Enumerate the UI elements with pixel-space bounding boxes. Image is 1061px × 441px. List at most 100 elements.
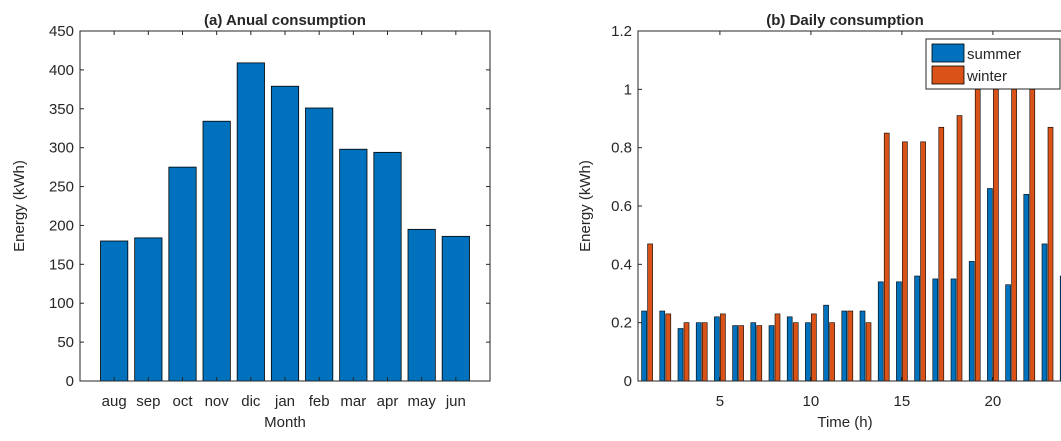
x-tick-label: oct: [172, 393, 193, 410]
bar: [100, 240, 129, 382]
x-tick-label: 20: [985, 393, 1002, 410]
legend-label: summer: [967, 46, 1021, 63]
y-axis-label: Energy (kWh): [11, 160, 28, 252]
x-tick-label: sep: [136, 393, 160, 410]
bar-series: [100, 62, 470, 382]
bar: [407, 228, 436, 382]
bar: [805, 322, 811, 381]
y-tick-label: 0.6: [611, 198, 632, 215]
bar: [134, 237, 163, 382]
bar: [677, 328, 684, 381]
y-tick-label: 200: [49, 217, 74, 234]
bar: [968, 261, 975, 381]
y-tick-label: 50: [57, 334, 74, 351]
y-tick-label: 0.2: [611, 315, 632, 332]
bar-series-summer: [641, 188, 1061, 381]
y-axis-label: Energy (kWh): [577, 160, 594, 252]
bar: [829, 322, 835, 381]
bar: [865, 322, 872, 381]
bar: [270, 85, 300, 382]
chart-title: (b) Daily consumption: [766, 12, 924, 29]
bar: [883, 132, 890, 381]
bar: [950, 278, 957, 381]
bar: [1047, 126, 1054, 381]
bar: [647, 243, 653, 381]
y-axis-ticks: 0 0.2 0.4 0.6 0.8 1 1.2: [611, 23, 642, 390]
bar: [841, 310, 848, 381]
legend-swatch: [931, 43, 965, 63]
x-axis-ticks: 5 10 15 20: [716, 31, 1002, 410]
y-tick-label: 0: [624, 373, 632, 390]
x-tick-label: nov: [205, 393, 230, 410]
bar: [720, 313, 726, 381]
bar: [902, 141, 908, 381]
bar: [441, 235, 470, 382]
bar: [774, 313, 781, 381]
y-tick-label: 300: [49, 140, 74, 157]
bar: [920, 141, 926, 381]
bar: [305, 107, 334, 382]
x-tick-label: 5: [716, 393, 724, 410]
bar: [823, 304, 829, 381]
bar: [236, 62, 265, 382]
y-tick-label: 350: [49, 101, 74, 118]
bar: [768, 325, 775, 381]
bar: [877, 281, 884, 381]
plot-frame: [79, 30, 491, 382]
y-axis-ticks: 0 50 100 150 200 250 300 350 400 450: [49, 23, 490, 390]
y-tick-label: 0: [66, 373, 74, 390]
bar: [974, 89, 981, 381]
bar: [665, 313, 672, 381]
bar: [847, 310, 854, 381]
bar: [701, 322, 708, 381]
bar: [1023, 194, 1030, 381]
y-tick-label: 1.2: [611, 23, 632, 40]
bar-series-winter: [647, 89, 1054, 381]
x-tick-label: dic: [241, 393, 261, 410]
bar: [659, 310, 666, 381]
x-tick-label: 15: [894, 393, 911, 410]
x-axis-ticks: aug sep oct nov dic jan feb mar apr may jun: [102, 31, 466, 410]
x-tick-label: mar: [340, 393, 366, 410]
bar: [641, 310, 647, 381]
y-tick-label: 0.8: [611, 140, 632, 157]
y-tick-label: 450: [49, 23, 74, 40]
y-tick-label: 0.4: [611, 256, 632, 273]
bar: [202, 120, 231, 382]
bar: [993, 89, 999, 381]
bar: [811, 313, 817, 381]
bar: [938, 126, 945, 381]
bar-series-group: [641, 89, 1061, 381]
legend-swatch: [931, 65, 965, 85]
bar: [956, 115, 963, 381]
legend-label: winter: [966, 68, 1007, 85]
plot-frame: [637, 30, 1061, 382]
bar: [714, 316, 720, 381]
bar: [732, 325, 738, 381]
y-tick-label: 250: [49, 179, 74, 196]
x-axis-label: Month: [264, 414, 306, 431]
bar: [1029, 89, 1036, 381]
chart-annual-consumption: (a) Anual consumption Energy (kWh) Month…: [11, 12, 491, 431]
y-tick-label: 1: [624, 81, 632, 98]
bar: [1005, 284, 1011, 381]
bar: [987, 188, 993, 381]
bar: [932, 278, 939, 381]
x-tick-label: feb: [309, 393, 330, 410]
bar: [756, 325, 763, 381]
chart-daily-consumption: (b) Daily consumption Energy (kWh) Time …: [577, 12, 1061, 431]
bar: [896, 281, 902, 381]
y-tick-label: 400: [49, 62, 74, 79]
x-tick-label: 10: [803, 393, 820, 410]
bar: [859, 310, 866, 381]
x-tick-label: jun: [445, 393, 466, 410]
bar: [786, 316, 793, 381]
y-tick-label: 100: [49, 295, 74, 312]
legend: summer winter: [925, 38, 1061, 90]
bar: [1011, 89, 1017, 381]
bar: [168, 166, 197, 382]
bar: [683, 322, 690, 381]
bar: [695, 322, 702, 381]
bar: [738, 325, 744, 381]
